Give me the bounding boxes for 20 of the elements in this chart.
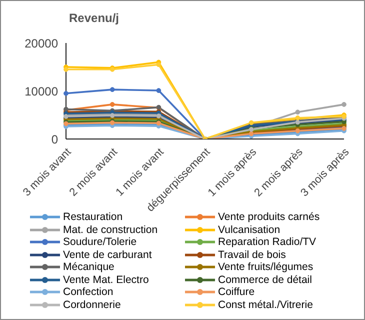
legend-label: Confection xyxy=(63,286,114,298)
legend-label: Const métal./Vitrerie xyxy=(218,298,313,311)
y-tick-label: 0 xyxy=(51,132,58,146)
legend-label: Vente fruits/légumes xyxy=(218,261,314,274)
legend-label: Commerce de détail xyxy=(218,274,312,286)
legend-label: Mécanique xyxy=(63,261,114,274)
legend-label: Travail de bois xyxy=(218,248,286,261)
y-tick-label: 20000 xyxy=(24,36,58,50)
legend-label: Reparation Radio/TV xyxy=(218,236,316,248)
legend-label: Cordonnerie xyxy=(63,298,121,311)
legend-label: Restauration xyxy=(63,211,123,224)
y-axis-title: Revenu/j xyxy=(69,11,120,25)
legend-label: Coiffure xyxy=(218,286,255,298)
legend-label: Mat. de construction xyxy=(63,224,158,236)
y-tick-label: 10000 xyxy=(24,84,58,98)
legend-label: Soudure/Tolerie xyxy=(63,236,137,248)
legend-label: Vente Mat. Electro xyxy=(63,274,149,286)
legend-label: Vente produits carnés xyxy=(218,211,320,224)
legend-label: Vente de carburant xyxy=(63,248,152,261)
legend-label: Vulcanisation xyxy=(218,224,280,236)
